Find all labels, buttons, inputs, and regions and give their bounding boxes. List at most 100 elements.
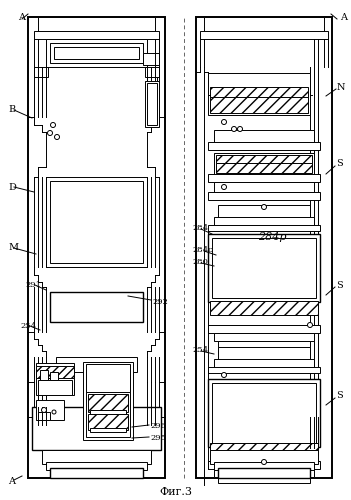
Circle shape (232, 126, 237, 132)
Bar (208, 225, 320, 231)
Circle shape (221, 120, 226, 124)
Bar (218, 468, 310, 478)
Bar (214, 217, 314, 225)
Bar (208, 142, 320, 150)
Bar (86, 377, 130, 437)
Bar (88, 394, 128, 412)
Bar (50, 181, 143, 263)
Text: 284: 284 (192, 224, 208, 232)
Circle shape (221, 372, 226, 378)
Text: 280: 280 (192, 258, 208, 266)
Bar (196, 17, 332, 478)
Text: 284c: 284c (192, 246, 213, 254)
Bar (38, 380, 72, 395)
Bar (212, 238, 316, 298)
Bar (208, 192, 320, 200)
Text: A: A (8, 478, 15, 486)
Bar (210, 95, 308, 113)
Bar (208, 367, 320, 373)
Text: 295: 295 (150, 434, 166, 442)
Bar (214, 359, 314, 367)
Bar (46, 462, 147, 470)
Bar (212, 383, 316, 443)
Bar (214, 462, 314, 470)
Bar (200, 31, 328, 39)
Bar (38, 17, 155, 31)
Circle shape (221, 184, 226, 190)
Bar (46, 39, 147, 67)
Circle shape (52, 410, 56, 414)
Bar (90, 428, 126, 432)
Text: M: M (8, 244, 18, 252)
Bar (88, 414, 128, 430)
Bar (214, 130, 314, 142)
Text: A: A (340, 12, 347, 22)
Bar (214, 333, 314, 341)
Circle shape (261, 460, 266, 464)
Text: 291: 291 (25, 281, 41, 289)
Text: N: N (337, 82, 345, 92)
Bar (210, 443, 318, 455)
Bar (40, 370, 48, 380)
Bar (218, 347, 310, 359)
Text: 292: 292 (152, 298, 168, 306)
Bar (54, 47, 139, 59)
Bar (50, 468, 143, 478)
Text: B: B (8, 106, 15, 114)
Bar (83, 362, 133, 440)
Bar (218, 477, 310, 483)
Bar (204, 17, 324, 31)
Text: 284р: 284р (258, 232, 286, 242)
Bar (34, 31, 159, 39)
Bar (143, 53, 159, 65)
Bar (36, 400, 64, 420)
Bar (50, 292, 143, 322)
Text: S: S (336, 280, 343, 289)
Bar (210, 301, 318, 315)
Bar (208, 174, 320, 182)
Bar (208, 461, 320, 469)
Text: D: D (8, 182, 16, 192)
Bar (34, 67, 48, 77)
Bar (32, 407, 161, 450)
Bar (147, 83, 157, 125)
Text: Фиг.3: Фиг.3 (159, 487, 192, 497)
Bar (38, 412, 50, 420)
Bar (145, 81, 159, 127)
Bar (50, 372, 58, 380)
Bar (46, 177, 147, 267)
Bar (50, 43, 143, 63)
Text: 254: 254 (20, 322, 36, 330)
Bar (214, 153, 314, 175)
Text: S: S (336, 392, 343, 400)
Bar (214, 182, 314, 192)
Bar (36, 366, 74, 378)
Bar (56, 357, 137, 372)
Bar (90, 410, 126, 414)
Bar (208, 325, 320, 333)
Circle shape (54, 134, 60, 140)
Circle shape (238, 126, 243, 132)
Text: S: S (336, 160, 343, 168)
Bar (210, 87, 308, 97)
Bar (147, 77, 157, 87)
Circle shape (261, 204, 266, 210)
Circle shape (41, 408, 46, 412)
Bar (210, 450, 318, 464)
Bar (145, 67, 159, 77)
Bar (208, 73, 310, 115)
Bar (36, 363, 74, 395)
Bar (218, 341, 310, 347)
Text: 254: 254 (192, 346, 208, 354)
Bar (86, 364, 130, 392)
Circle shape (47, 130, 53, 136)
Bar (208, 379, 320, 447)
Circle shape (307, 322, 312, 328)
Bar (28, 17, 165, 478)
Text: A: A (18, 12, 25, 22)
Bar (216, 155, 312, 163)
Bar (208, 234, 320, 302)
Bar (214, 469, 314, 477)
Circle shape (51, 122, 55, 128)
Bar (218, 205, 310, 217)
